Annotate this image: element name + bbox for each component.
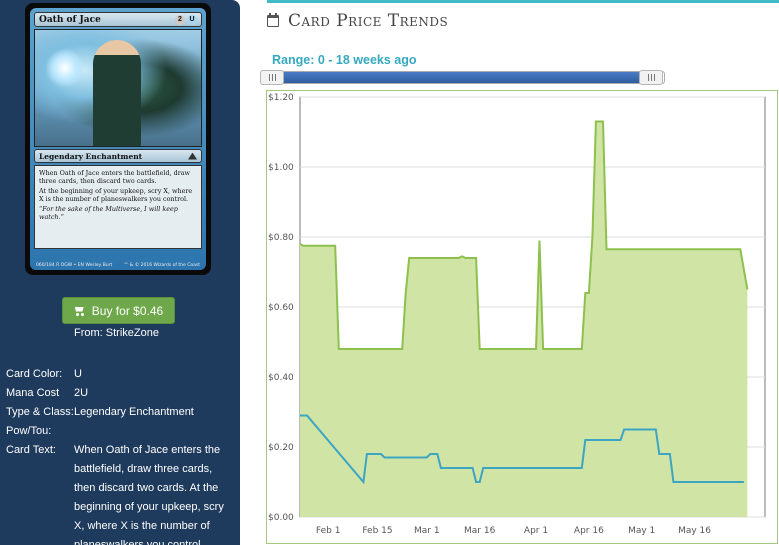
set-symbol-icon <box>188 152 197 160</box>
card-details: Card Color: U Mana Cost 2U Type & Class:… <box>6 365 236 545</box>
seller-label: From: StrikeZone <box>74 327 159 339</box>
detail-label: Mana Cost <box>6 387 60 399</box>
detail-value: When Oath of Jace enters the battlefield… <box>74 444 224 545</box>
detail-row-type: Type & Class: Legendary Enchantment <box>6 403 236 422</box>
x-tick-label: May 1 <box>628 526 655 536</box>
detail-row-card-text: Card Text: When Oath of Jace enters the … <box>6 441 236 545</box>
planeswalker-figure <box>93 40 141 146</box>
x-tick-label: May 16 <box>678 526 711 536</box>
detail-value: 2U <box>74 387 89 399</box>
y-tick-label: $0.80 <box>268 233 294 243</box>
price-chart-svg: $0.00 $0.20 $0.40 $0.60 $0.80 $1.00 $1.20 Feb 1… <box>268 93 766 536</box>
section-title: Card Price Trends <box>288 11 449 31</box>
detail-value <box>74 422 236 441</box>
card-rules-text: When Oath of Jace enters the battlefield… <box>39 169 191 185</box>
detail-row-color: Card Color: U <box>6 365 236 384</box>
card-type-line: Legendary Enchantment <box>39 151 143 161</box>
detail-label: Card Text: <box>6 444 56 456</box>
card-copyright: ™ & © 2016 Wizards of the Coast <box>123 263 200 268</box>
detail-label: Pow/Tou: <box>6 425 52 437</box>
detail-label: Type & Class: <box>6 406 74 418</box>
y-tick-label: $0.00 <box>268 513 294 523</box>
magic-glow <box>45 48 85 88</box>
card-footer: 060/184 R OGW • EN Wesley Burt ™ & © 201… <box>36 263 200 268</box>
mana-generic-icon: 2 <box>175 14 185 25</box>
price-trends-header: Card Price Trends <box>267 0 779 38</box>
card-collector-info: 060/184 R OGW • EN Wesley Burt <box>36 263 113 268</box>
y-tick-label: $0.60 <box>268 303 294 313</box>
range-slider-fill <box>261 72 652 83</box>
range-label: Range: 0 - 18 weeks ago <box>272 53 417 67</box>
buy-button-label: Buy for $0.46 <box>91 303 164 318</box>
card-title-bar: Oath of Jace 2 U <box>34 12 202 27</box>
detail-value: Legendary Enchantment <box>74 406 194 418</box>
x-tick-label: Apr 16 <box>574 526 604 536</box>
high-price-area <box>300 121 748 517</box>
card-frame: Oath of Jace 2 U Legendary Enchantment W… <box>30 8 206 270</box>
card-text-box: When Oath of Jace enters the battlefield… <box>34 165 202 249</box>
detail-value: U <box>74 368 82 380</box>
shopping-cart-icon <box>74 306 86 316</box>
low-price-line <box>300 414 744 485</box>
card-type-bar: Legendary Enchantment <box>34 149 202 163</box>
range-slider[interactable] <box>260 70 665 85</box>
range-slider-end-handle[interactable] <box>639 70 663 85</box>
card-flavor-text: “For the sake of the Multiverse, I will … <box>39 205 178 221</box>
card-name: Oath of Jace <box>39 14 101 25</box>
y-tick-label: $1.00 <box>268 163 294 173</box>
detail-label: Card Color: <box>6 368 63 380</box>
range-slider-start-handle[interactable] <box>260 70 284 85</box>
buy-button[interactable]: Buy for $0.46 <box>62 297 175 324</box>
high-price-line <box>299 120 749 350</box>
x-tick-label: Feb 15 <box>362 526 392 536</box>
y-tick-label: $0.40 <box>268 373 294 383</box>
y-tick-label: $0.20 <box>268 443 294 453</box>
price-chart: $0.00 $0.20 $0.40 $0.60 $0.80 $1.00 $1.20 Feb 1… <box>266 90 778 544</box>
x-tick-label: Mar 16 <box>464 526 496 536</box>
card-art <box>34 29 202 147</box>
card-rules-text: At the beginning of your upkeep, scry X,… <box>39 187 193 203</box>
y-tick-label: $1.20 <box>268 93 294 103</box>
x-tick-label: Feb 1 <box>316 526 341 536</box>
mana-blue-icon: U <box>187 14 197 25</box>
card-image: Oath of Jace 2 U Legendary Enchantment W… <box>25 3 211 275</box>
card-info-panel: Oath of Jace 2 U Legendary Enchantment W… <box>0 0 240 545</box>
x-tick-label: Apr 1 <box>524 526 548 536</box>
detail-row-pow-tou: Pow/Tou: <box>6 422 236 441</box>
detail-row-mana-cost: Mana Cost 2U <box>6 384 236 403</box>
card-mana-cost: 2 U <box>175 14 197 25</box>
calendar-icon <box>267 13 279 27</box>
x-tick-label: Mar 1 <box>414 526 440 536</box>
